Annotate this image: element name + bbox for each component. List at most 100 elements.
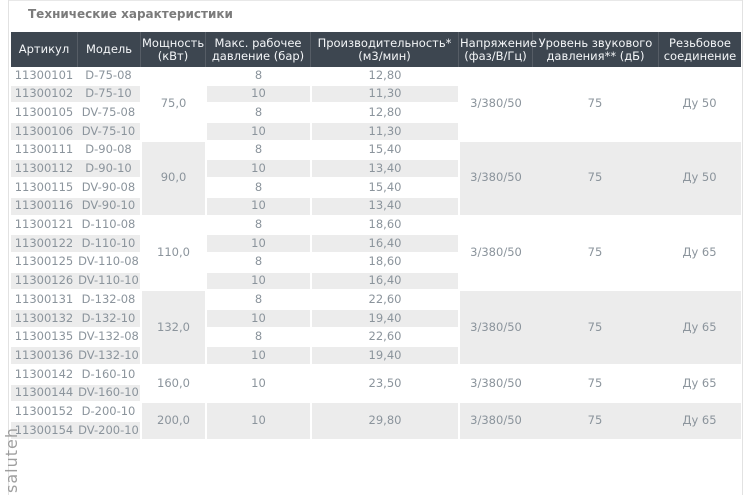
cell-article: 11300154 [11,422,77,441]
cell-pressure: 8 [205,291,310,310]
cell-article: 11300135 [11,328,77,348]
cell-capacity: 18,60 [310,253,458,273]
cell-capacity: 19,40 [310,347,458,366]
table-row: 11300132 D-132-10 10 19,40 [11,309,741,329]
cell-model: D-75-10 [77,85,140,105]
cell-article: 11300111 [11,141,77,161]
cell-article: 11300126 [11,272,77,292]
cell-capacity: 13,40 [310,197,458,217]
cell-noise: 75 [532,403,658,441]
cell-model: D-200-10 [77,403,140,423]
cell-article: 11300106 [11,123,77,142]
page-left-border [8,0,9,495]
cell-pressure: 10 [205,123,310,142]
table-row: 11300154 DV-200-10 [11,422,741,441]
cell-thread: Ду 50 [658,67,741,142]
table-row: 11300106 DV-75-10 10 11,30 [11,123,741,142]
cell-article: 11300152 [11,403,77,423]
col-header-pressure: Макс. рабочее давление (бар) [205,32,310,67]
cell-noise: 75 [532,67,658,142]
cell-model: D-160-10 [77,366,140,385]
cell-thread: Ду 65 [658,403,741,441]
cell-noise: 75 [532,141,658,217]
cell-capacity: 22,60 [310,291,458,310]
cell-voltage: 3/380/50 [458,366,532,404]
spec-table: Артикул Модель Мощность (кВт) Макс. рабо… [11,32,741,441]
cell-pressure: 10 [205,85,310,105]
cell-voltage: 3/380/50 [458,291,532,366]
table-row: 11300105 DV-75-08 8 12,80 [11,104,741,124]
cell-capacity: 15,40 [310,179,458,198]
cell-power: 160,0 [140,366,205,404]
cell-power: 90,0 [140,141,205,217]
cell-power: 200,0 [140,403,205,441]
col-header-voltage: Напряжение (фаз/В/Гц) [458,32,537,67]
cell-thread: Ду 65 [658,366,741,404]
cell-capacity: 12,80 [310,67,458,86]
cell-article: 11300121 [11,216,77,236]
cell-article: 11300125 [11,253,77,273]
cell-pressure: 8 [205,328,310,348]
cell-article: 11300142 [11,366,77,385]
cell-model: D-90-08 [77,141,140,161]
cell-power: 132,0 [140,291,205,366]
cell-article: 11300144 [11,384,77,404]
cell-pressure: 10 [205,235,310,254]
table-row: 11300144 DV-160-10 [11,384,741,404]
cell-capacity: 11,30 [310,85,458,105]
cell-capacity: 23,50 [310,366,458,404]
table-row: 11300126 DV-110-10 10 16,40 [11,272,741,292]
cell-pressure: 10 [205,347,310,366]
page-top-border [8,0,743,1]
cell-capacity: 13,40 [310,160,458,180]
cell-model: DV-132-10 [77,347,140,366]
cell-pressure: 8 [205,216,310,236]
cell-voltage: 3/380/50 [458,67,532,142]
cell-model: D-110-08 [77,216,140,236]
cell-voltage: 3/380/50 [458,403,532,441]
cell-voltage: 3/380/50 [458,216,532,292]
cell-capacity: 12,80 [310,104,458,124]
cell-thread: Ду 65 [658,291,741,366]
col-header-capacity: Производительность* (м3/мин) [310,32,458,67]
cell-pressure: 10 [205,197,310,217]
cell-model: DV-90-10 [77,197,140,217]
table-row: 11300125 DV-110-08 8 18,60 [11,253,741,273]
cell-capacity: 29,80 [310,403,458,441]
cell-capacity: 16,40 [310,272,458,292]
cell-pressure: 10 [205,272,310,292]
cell-article: 11300131 [11,291,77,310]
header-row: Артикул Модель Мощность (кВт) Макс. рабо… [11,32,741,67]
cell-capacity: 16,40 [310,235,458,254]
cell-pressure: 8 [205,141,310,161]
cell-model: DV-200-10 [77,422,140,441]
table-row: 11300116 DV-90-10 10 13,40 [11,197,741,217]
table-row: 11300142 D-160-10 160,0 10 23,50 3/380/50 75 Ду… [11,366,741,404]
col-header-power: Мощность (кВт) [140,32,205,67]
cell-noise: 75 [532,291,658,366]
cell-article: 11300136 [11,347,77,366]
cell-power: 110,0 [140,216,205,292]
cell-thread: Ду 50 [658,141,741,217]
cell-article: 11300115 [11,179,77,198]
cell-model: D-90-10 [77,160,140,180]
cell-pressure: 8 [205,253,310,273]
cell-pressure: 8 [205,179,310,198]
table-row: 11300152 D-200-10 200,0 10 29,80 3/380/50 75 Ду… [11,403,741,441]
cell-power: 75,0 [140,67,205,142]
table-row: 11300136 DV-132-10 10 19,40 [11,347,741,366]
cell-noise: 75 [532,366,658,404]
cell-article: 11300101 [11,67,77,86]
spec-table-header: Артикул Модель Мощность (кВт) Макс. рабо… [11,32,741,67]
cell-article: 11300116 [11,197,77,217]
cell-capacity: 11,30 [310,123,458,142]
cell-capacity: 18,60 [310,216,458,236]
cell-article: 11300132 [11,309,77,329]
cell-pressure: 10 [205,403,310,441]
col-header-model: Модель [77,32,140,67]
table-row: 11300115 DV-90-08 8 15,40 [11,179,741,198]
cell-capacity: 15,40 [310,141,458,161]
col-header-thread: Резьбовое соединение [658,32,741,67]
table-row: 11300121 D-110-08 110,0 8 18,60 3/380/50 75 Ду … [11,216,741,292]
table-row: 11300101 D-75-08 75,0 8 12,80 3/380/50 75 Ду 50 [11,67,741,142]
